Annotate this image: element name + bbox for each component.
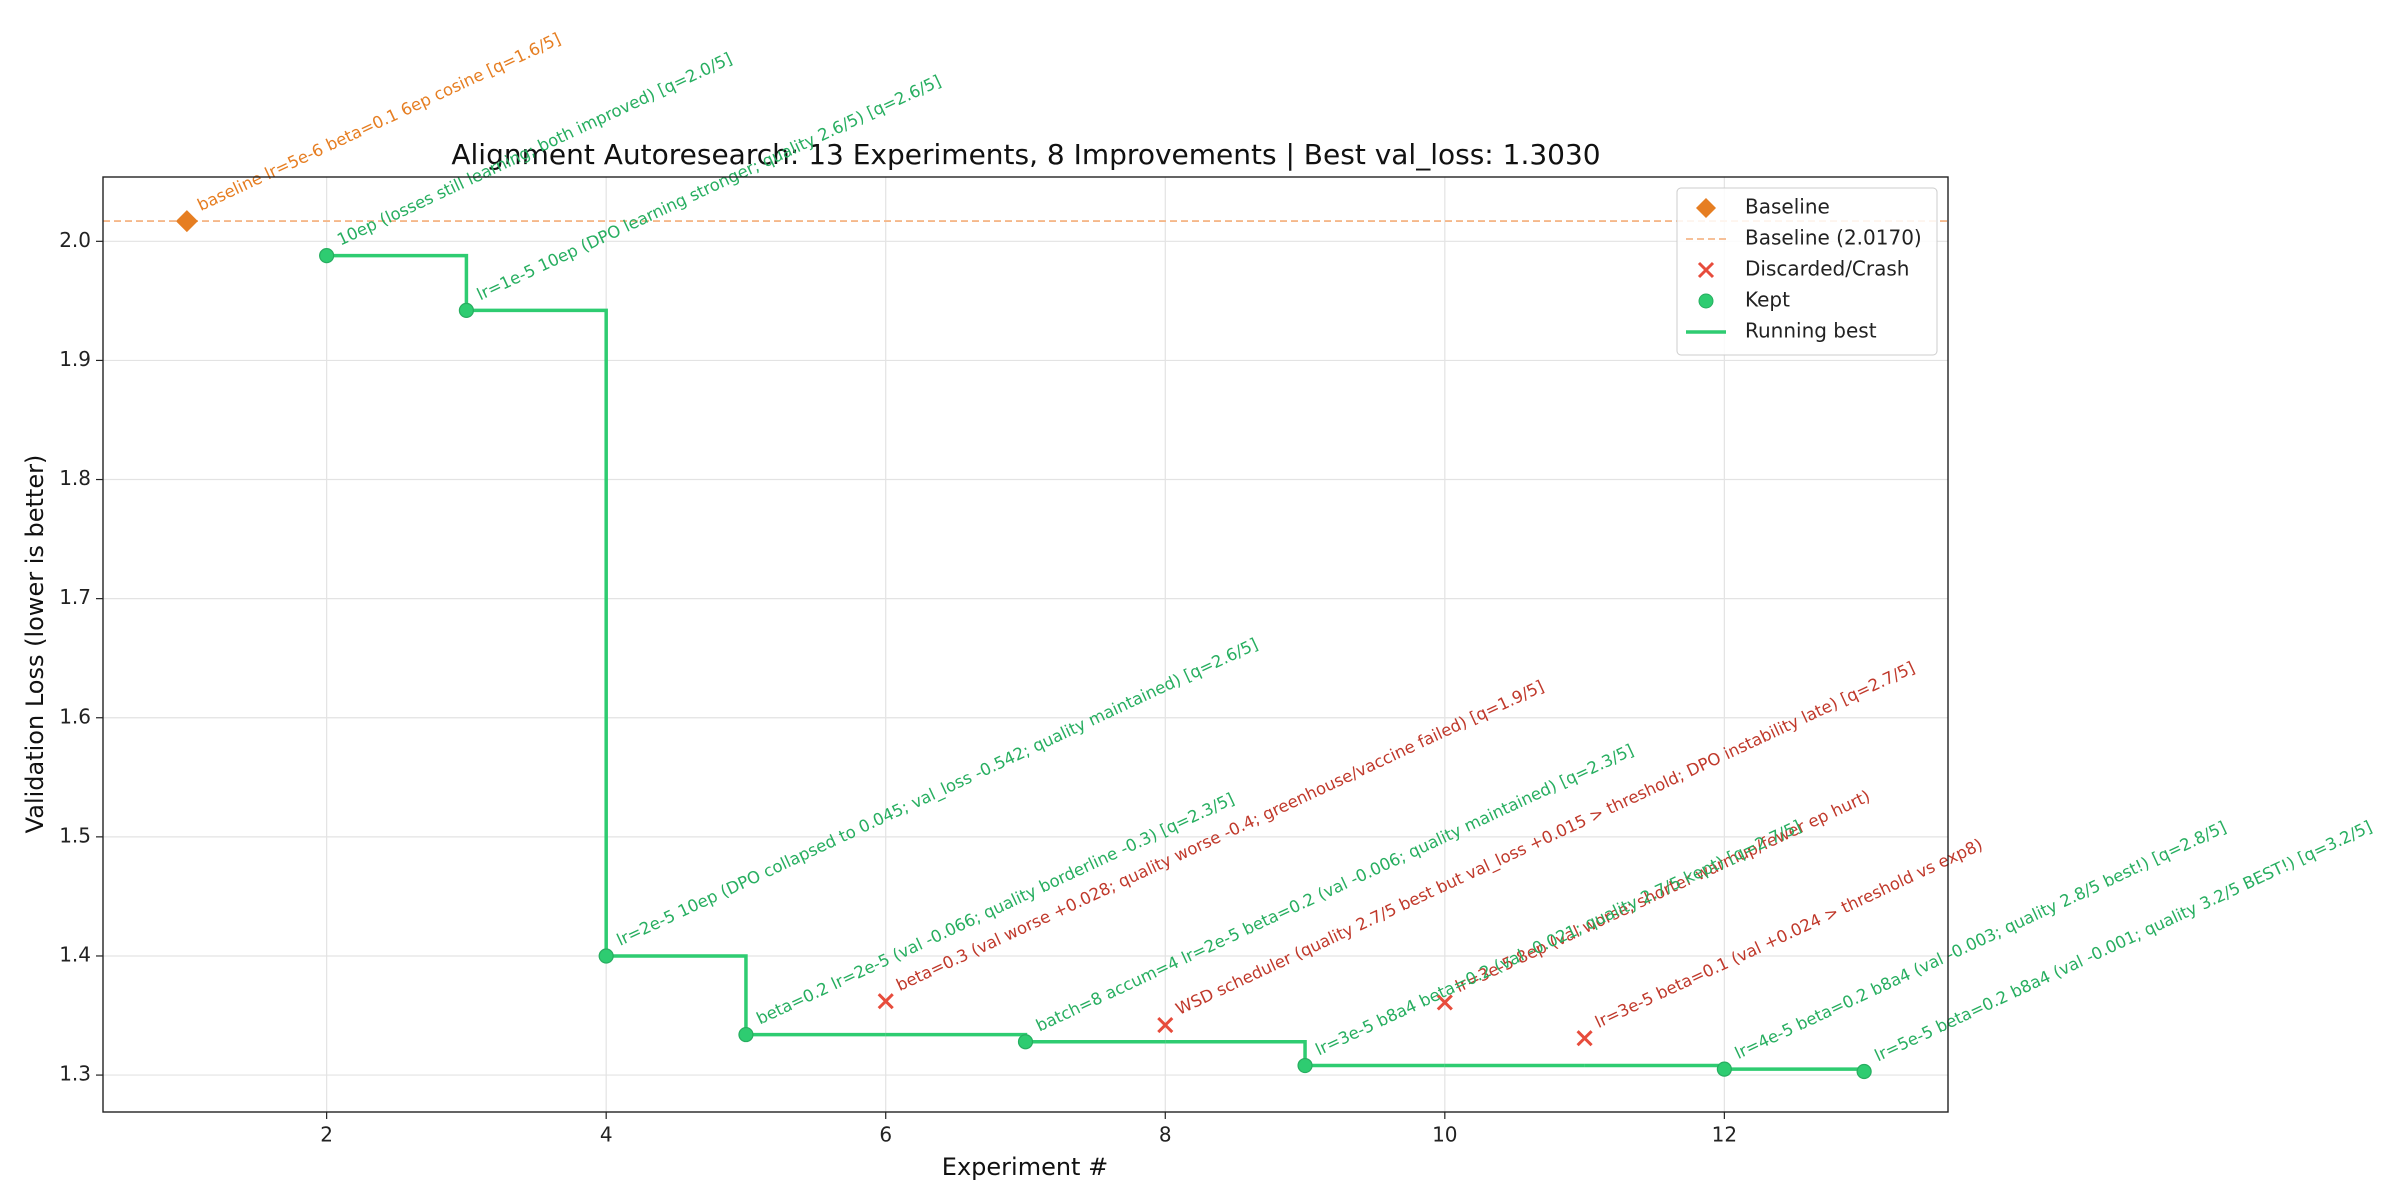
chart-title: Alignment Autoresearch: 13 Experiments, … bbox=[451, 138, 1600, 171]
y-tick-label: 1.7 bbox=[59, 585, 91, 609]
y-tick-label: 1.3 bbox=[59, 1062, 91, 1086]
discarded-point bbox=[1157, 1016, 1174, 1034]
discarded-point bbox=[877, 993, 894, 1010]
y-tick-label: 1.6 bbox=[59, 704, 91, 728]
legend-swatch bbox=[1698, 293, 1714, 309]
running-best-step bbox=[466, 308, 608, 956]
legend-swatch bbox=[1696, 198, 1716, 218]
kept-point bbox=[1017, 1034, 1034, 1050]
x-tick-label: 4 bbox=[600, 1123, 613, 1147]
annotation: lr=3e-5 beta=0.1 (val +0.024 > threshold… bbox=[1592, 835, 1985, 1032]
annotation: lr=1e-5 10ep (DPO learning stronger; qua… bbox=[474, 71, 944, 304]
running-best-step bbox=[1724, 1067, 1866, 1072]
legend-label: Baseline (2.0170) bbox=[1745, 226, 1922, 250]
y-tick-label: 1.8 bbox=[59, 466, 91, 490]
kept-point bbox=[1297, 1057, 1313, 1074]
kept-point bbox=[598, 948, 614, 964]
kept-point bbox=[458, 302, 475, 319]
plot-frame bbox=[102, 176, 1949, 1113]
kept-point bbox=[319, 248, 335, 264]
legend-label: Baseline bbox=[1745, 195, 1830, 219]
discarded-point bbox=[1436, 994, 1453, 1011]
running-best-step bbox=[885, 1032, 1028, 1042]
kept-point bbox=[1716, 1061, 1732, 1077]
running-best-step bbox=[606, 954, 748, 1035]
legend-label: Running best bbox=[1745, 319, 1877, 343]
baseline-point bbox=[175, 210, 198, 233]
running-best-step bbox=[1165, 1039, 1307, 1066]
x-tick-label: 2 bbox=[320, 1123, 333, 1147]
kept-point bbox=[738, 1026, 754, 1043]
y-tick-label: 1.9 bbox=[59, 347, 91, 371]
running-best-step bbox=[326, 253, 469, 311]
x-axis-label: Experiment # bbox=[942, 1153, 1108, 1181]
x-tick-label: 12 bbox=[1712, 1123, 1737, 1147]
x-tick-label: 8 bbox=[1159, 1123, 1172, 1147]
y-tick-label: 2.0 bbox=[59, 228, 91, 252]
y-axis-label: Validation Loss (lower is better) bbox=[21, 455, 49, 834]
kept-point bbox=[1856, 1063, 1872, 1080]
annotation: beta=0.2 lr=2e-5 (val -0.066; quality bo… bbox=[754, 789, 1238, 1028]
annotation: baseline lr=5e-6 beta=0.1 6ep cosine [q=… bbox=[194, 29, 563, 215]
discarded-point bbox=[1576, 1030, 1593, 1047]
legend-label: Kept bbox=[1745, 288, 1790, 312]
legend: Baseline Baseline (2.0170) Discarded/Crash… bbox=[1676, 187, 1938, 356]
running-best-step bbox=[1584, 1063, 1727, 1070]
y-tick-label: 1.4 bbox=[59, 942, 91, 966]
legend-label: Discarded/Crash bbox=[1745, 257, 1909, 281]
legend-swatch bbox=[1697, 261, 1715, 279]
annotation: WSD scheduler (quality 2.7/5 best but va… bbox=[1173, 658, 1918, 1020]
y-tick-label: 1.5 bbox=[59, 823, 91, 847]
x-tick-label: 6 bbox=[879, 1123, 892, 1147]
annotation: lr=2e-5 10ep (DPO collapsed to 0.045; va… bbox=[614, 634, 1261, 950]
x-tick-label: 10 bbox=[1432, 1123, 1457, 1147]
legend-box bbox=[1676, 187, 1938, 356]
